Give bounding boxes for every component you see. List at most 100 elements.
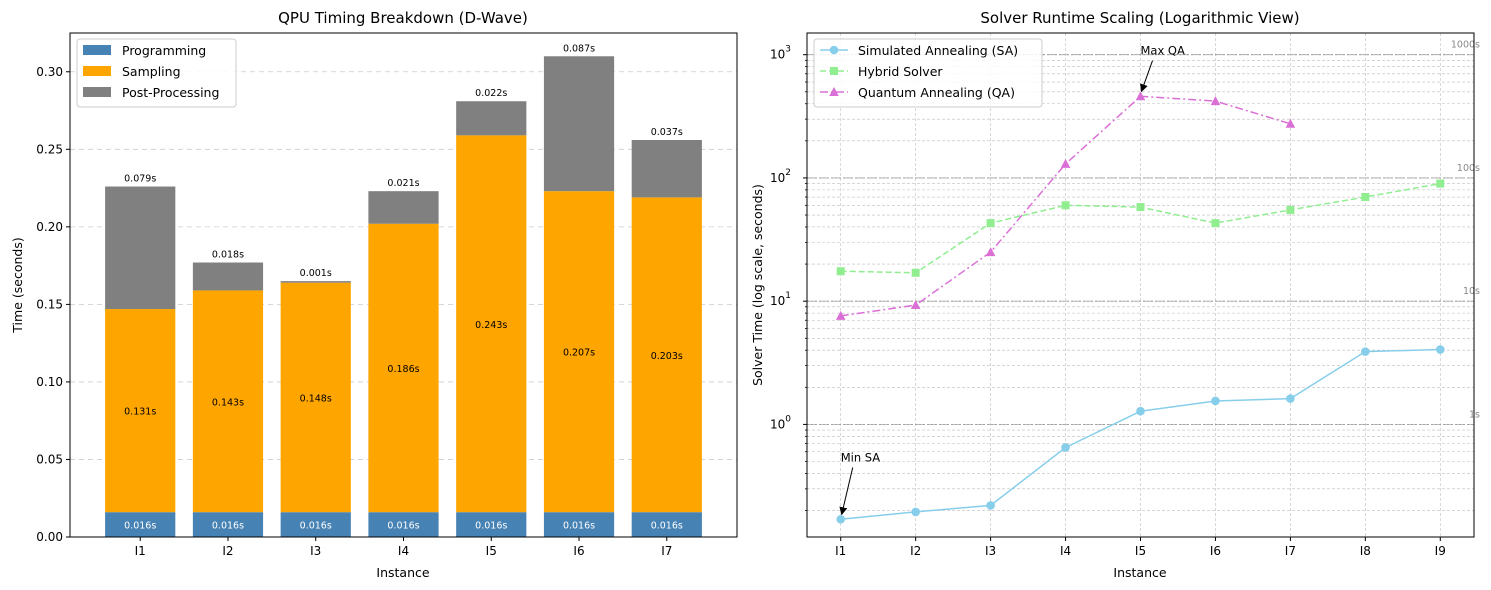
- left-chart-title: QPU Timing Breakdown (D-Wave): [278, 9, 528, 27]
- bar-segment: [456, 512, 527, 537]
- data-point: [1436, 179, 1445, 188]
- bar-segment: [631, 512, 702, 537]
- left-y-tick-label: 0.05: [36, 452, 63, 466]
- right-x-tick-label: I9: [1435, 544, 1446, 558]
- reference-line-label: 1s: [1469, 409, 1480, 420]
- legend-marker: [830, 67, 838, 75]
- reference-line-label: 1000s: [1451, 40, 1480, 51]
- bar-data-label: 0.087s: [563, 43, 595, 54]
- legend-label-quantum-annealing: Quantum Annealing (QA): [858, 85, 1015, 100]
- bar-data-label: 0.022s: [475, 88, 507, 99]
- right-y-tick-exponent: 0: [785, 414, 791, 424]
- bar-segment: [368, 191, 439, 224]
- legend-label-post-processing: Post-Processing: [122, 85, 219, 100]
- left-y-axis-label: Time (seconds): [10, 237, 25, 333]
- bar-data-label: 0.001s: [300, 268, 332, 279]
- bar-segment: [543, 512, 615, 537]
- bar-segment: [456, 135, 527, 513]
- left-bar-labels: 0.016s 0.131s 0.079s 0.016s 0.143s 0.018s 0.01…: [124, 43, 683, 531]
- left-legend-box: [76, 38, 237, 108]
- bar-segment: [368, 512, 439, 537]
- bar-segment: [631, 197, 702, 513]
- legend-key-hybrid-solver: [820, 67, 848, 75]
- right-x-tick-label: I1: [835, 544, 846, 558]
- annotation-label: Max QA: [1141, 44, 1185, 58]
- right-x-tick-label: I3: [985, 544, 996, 558]
- right-y-tick-label: 101: [770, 291, 791, 308]
- bar-segment: [192, 512, 264, 537]
- left-x-ticks: I1 I2 I3 I4 I5 I6 I7: [135, 537, 672, 558]
- right-x-tick-label: I7: [1285, 544, 1296, 558]
- bar-segment: [368, 223, 439, 513]
- bar-data-label: 0.018s: [212, 250, 244, 261]
- bar-segment: [543, 56, 615, 192]
- bar-data-label: 0.203s: [651, 351, 683, 362]
- left-y-tick-label: 0.10: [36, 375, 63, 389]
- bar-data-label: 0.016s: [475, 521, 507, 532]
- data-point: [986, 219, 995, 228]
- left-x-tick-label: I2: [222, 544, 233, 558]
- bar-segment: [631, 140, 702, 198]
- right-x-tick-label: I6: [1210, 544, 1221, 558]
- data-point: [986, 501, 995, 510]
- bar-data-label: 0.131s: [124, 407, 156, 418]
- bar-segment: [192, 290, 264, 513]
- right-y-tick-exponent: 3: [785, 45, 791, 55]
- left-x-tick-label: I3: [310, 544, 321, 558]
- data-point: [1135, 91, 1146, 101]
- data-point: [1061, 201, 1070, 210]
- left-x-tick-label: I7: [661, 544, 672, 558]
- data-point: [911, 268, 920, 277]
- bar-data-label: 0.207s: [563, 348, 595, 359]
- left-y-tick-label: 0.30: [36, 65, 63, 79]
- right-reference-lines: 1s 10s 100s 1000s: [807, 40, 1480, 425]
- data-point: [1060, 158, 1071, 168]
- bar-data-label: 0.143s: [212, 397, 244, 408]
- data-point: [1361, 193, 1370, 202]
- bar-segment: [543, 191, 615, 513]
- data-point: [835, 310, 846, 320]
- bar-segment: [456, 101, 527, 136]
- bar-data-label: 0.016s: [124, 521, 156, 532]
- data-point: [1285, 118, 1296, 128]
- bar-segment: [192, 262, 264, 291]
- right-x-tick-label: I4: [1060, 544, 1071, 558]
- legend-swatch-sampling: [83, 66, 111, 76]
- right-x-tick-label: I2: [910, 544, 921, 558]
- legend-label-hybrid-solver: Hybrid Solver: [858, 64, 943, 79]
- left-x-axis-label: Instance: [376, 565, 429, 580]
- left-y-tick-label: 0.20: [36, 220, 63, 234]
- bar-segment: [280, 282, 351, 513]
- legend-marker: [829, 87, 839, 96]
- bar-data-label: 0.016s: [300, 521, 332, 532]
- legend-label-sampling: Sampling: [122, 64, 181, 79]
- right-y-tick-label: 103: [770, 45, 791, 62]
- left-x-tick-label: I6: [573, 544, 584, 558]
- legend-label-simulated-annealing: Simulated Annealing (SA): [858, 43, 1018, 58]
- legend-swatch-programming: [83, 45, 111, 55]
- right-x-ticks: I1 I2 I3 I4 I5 I6 I7 I8 I9: [835, 537, 1446, 558]
- bar-segment: [280, 512, 351, 537]
- qpu-timing-chart: QPU Timing Breakdown (D-Wave) 0.016s 0.13…: [10, 9, 738, 580]
- right-legend-box: [813, 38, 1043, 108]
- left-x-tick-label: I4: [398, 544, 409, 558]
- left-y-tick-label: 0.15: [36, 297, 63, 311]
- data-point: [910, 300, 921, 310]
- bar-data-label: 0.016s: [651, 521, 683, 532]
- bar-segment: [280, 281, 351, 283]
- bar-data-label: 0.186s: [387, 364, 419, 375]
- right-series-markers: [835, 91, 1445, 524]
- legend-key-simulated-annealing: [820, 45, 848, 55]
- reference-line-label: 10s: [1463, 286, 1480, 297]
- annotation-arrow: [839, 467, 854, 516]
- right-y-tick-exponent: 2: [785, 168, 791, 178]
- data-point: [1435, 345, 1445, 354]
- legend-label-programming: Programming: [122, 43, 206, 58]
- right-chart-title: Solver Runtime Scaling (Logarithmic View…: [980, 9, 1299, 27]
- right-y-tick-label: 102: [770, 168, 791, 185]
- data-point: [1286, 205, 1295, 214]
- left-x-tick-label: I5: [486, 544, 497, 558]
- right-annotations: Min SA Max QA: [839, 44, 1185, 516]
